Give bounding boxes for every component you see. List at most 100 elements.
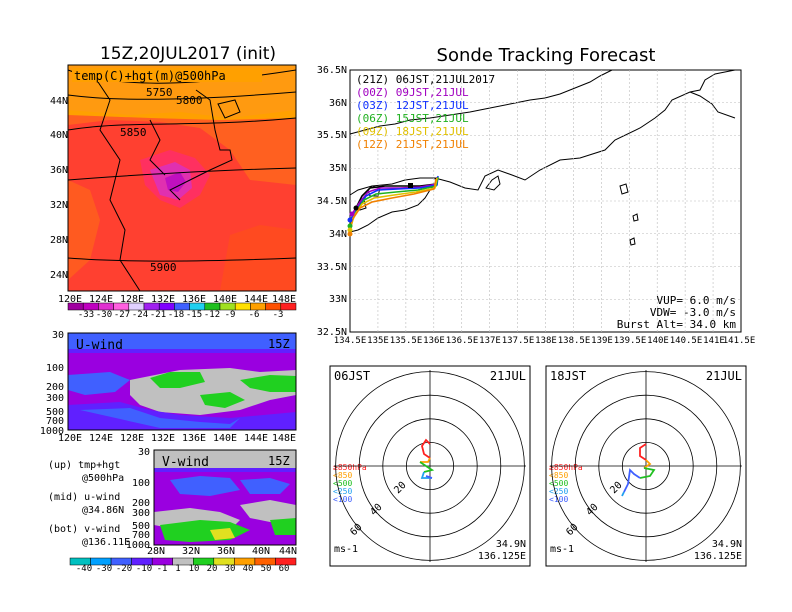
note-line: @136.11E xyxy=(82,537,130,548)
colorbar-swatch xyxy=(219,302,236,311)
p-tick: 30 xyxy=(138,447,150,458)
lat-tick: 44N xyxy=(279,546,297,557)
p-tick: 1000 xyxy=(40,426,64,437)
contour-label-5900: 5900 xyxy=(150,261,177,274)
colorbar-swatch xyxy=(280,302,297,311)
p-tick: 700 xyxy=(132,530,150,541)
lon-tick: 140E xyxy=(213,433,237,444)
lat-tick: 34N xyxy=(329,229,347,240)
lat-tick: 40N xyxy=(252,546,270,557)
lat-tick: 36.5N xyxy=(317,65,347,76)
lon-tick: 141.5E xyxy=(723,336,756,346)
lon-tick: 140E xyxy=(647,336,669,346)
cb-label: -24 xyxy=(132,310,148,320)
tracking-params: VUP= 6.0 m/s VDW= -3.0 m/s Burst Alt= 34… xyxy=(617,294,737,331)
wind-colorbar-labels: -40 -30 -20 -10 -1 1 10 20 30 40 50 60 xyxy=(76,564,290,574)
colorbar-swatch xyxy=(98,302,114,311)
lon-tick: 120E xyxy=(58,294,82,305)
launch-legend: (21Z) 06JST,21JUL2017(00Z) 09JST,21JUL(0… xyxy=(356,73,495,151)
p-tick: 500 xyxy=(46,407,64,418)
note-line: (bot) v-wind xyxy=(48,524,120,535)
lat-tick: 36N xyxy=(329,98,347,109)
lat-tick: 33N xyxy=(329,294,347,305)
colorbar-swatch xyxy=(143,302,160,311)
tracking-lat-ticks: 36.5N 36N 35.5N 35N 34.5N 34N 33.5N 33N … xyxy=(317,65,347,338)
lon-tick: 132E xyxy=(151,433,175,444)
level-label: ≥850hPa xyxy=(333,463,367,472)
level-label: <500 xyxy=(333,479,352,488)
p-tick: 300 xyxy=(46,393,64,404)
tracking-paths xyxy=(347,175,439,237)
colorbar-swatch xyxy=(204,302,221,311)
lon-tick: 140E xyxy=(213,294,237,305)
level-label: <500 xyxy=(549,479,568,488)
cb-label: 60 xyxy=(279,564,290,574)
lon-tick: 136.5E xyxy=(446,336,479,346)
hodo-levels: ≥850hPa <850 <500 <250 <100 xyxy=(549,463,583,504)
hodo-trace xyxy=(421,438,431,459)
landing-point xyxy=(347,217,353,223)
level-label: <850 xyxy=(333,471,352,480)
level-label: <250 xyxy=(549,487,568,496)
u-wind-time: 15Z xyxy=(268,337,290,351)
lat-tick: 32N xyxy=(182,546,200,557)
level-label: <850 xyxy=(549,471,568,480)
u-wind-label: U-wind xyxy=(76,338,123,353)
level-label: <250 xyxy=(333,487,352,496)
note-line: @34.86N xyxy=(82,505,124,516)
launch-legend-item: (06Z) 15JST,21JUL xyxy=(356,112,469,125)
lon-tick: 139E xyxy=(591,336,613,346)
lon-tick: 135.5E xyxy=(390,336,423,346)
tracking-lon-ticks: 134.5E 135E 135.5E 136E 136.5E 137E 137.… xyxy=(334,336,756,346)
colorbar-swatch xyxy=(189,302,206,311)
v-wind-label: V-wind xyxy=(162,455,209,470)
hodo-lon: 136.125E xyxy=(478,551,526,562)
lon-tick: 148E xyxy=(272,294,296,305)
colorbar-swatch xyxy=(113,302,130,311)
lat-tick: 40N xyxy=(50,130,68,141)
colorbar-swatch xyxy=(82,302,99,311)
cb-label: 50 xyxy=(261,564,272,574)
lat-tick: 44N xyxy=(50,96,68,107)
cb-label: -6 xyxy=(249,310,260,320)
cb-label: 20 xyxy=(207,564,218,574)
cb-label: -15 xyxy=(186,310,202,320)
cb-label: -30 xyxy=(96,310,112,320)
level-label: <100 xyxy=(549,495,568,504)
tracking-grid xyxy=(350,70,741,332)
p-tick: 500 xyxy=(132,521,150,532)
colorbar-swatch xyxy=(250,302,266,311)
lat-tick: 35N xyxy=(329,163,347,174)
launch-legend-item: (03Z) 12JST,21JUL xyxy=(356,99,469,112)
lon-tick: 144E xyxy=(244,294,268,305)
u-wind-lon-ticks: 120E 124E 128E 132E 136E 140E 144E 148E xyxy=(58,433,296,444)
colorbar-swatch xyxy=(234,302,251,311)
lon-tick: 124E xyxy=(89,433,113,444)
cb-label: -1 xyxy=(157,564,168,574)
colorbar-swatch xyxy=(174,302,190,311)
burst-marker xyxy=(408,183,413,188)
hodo-trace xyxy=(639,467,656,479)
v-wind-lat-ticks: 28N 32N 36N 40N 44N xyxy=(147,546,297,557)
hodo-date: 21JUL xyxy=(490,369,526,383)
lat-tick: 36N xyxy=(217,546,235,557)
hodo-trace xyxy=(639,443,647,461)
u-wind-panel: U-wind 15Z 30 100 200 300 500 700 1000 1… xyxy=(40,330,297,444)
level-label: ≥850hPa xyxy=(549,463,583,472)
colorbar-swatch xyxy=(158,302,175,311)
lon-tick: 141E xyxy=(703,336,725,346)
hodograph-18jst: 18JST 21JUL 34.9N 136.125E ms-1 ≥850hPa … xyxy=(545,365,747,567)
hodo-levels: ≥850hPa <850 <500 <250 <100 xyxy=(333,463,367,504)
p-tick: 1000 xyxy=(126,540,150,551)
hodo-trace xyxy=(623,468,641,493)
cb-label: -18 xyxy=(168,310,184,320)
p-tick: 200 xyxy=(132,498,150,509)
cb-label: -10 xyxy=(136,564,152,574)
colorbar-swatch xyxy=(275,557,297,566)
hodo-time: 06JST xyxy=(334,369,370,383)
launch-legend-item: (00Z) 09JST,21JUL xyxy=(356,86,469,99)
cb-label: -33 xyxy=(78,310,94,320)
lat-tick: 33.5N xyxy=(317,262,347,273)
left-map-title: 15Z,20JUL2017 (init) xyxy=(100,44,276,64)
cb-label: -3 xyxy=(273,310,284,320)
